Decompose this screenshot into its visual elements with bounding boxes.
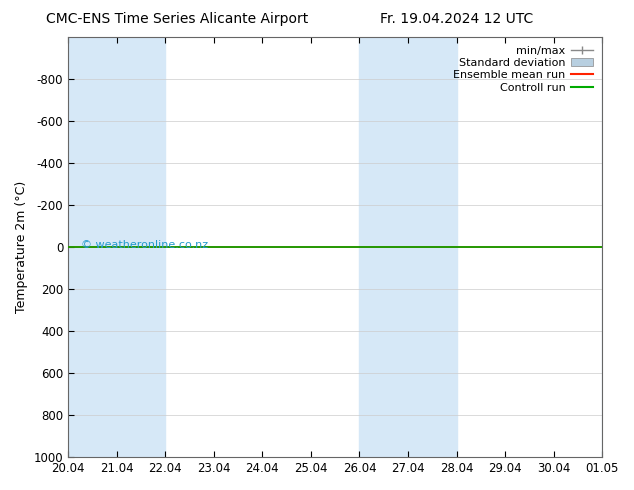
Text: CMC-ENS Time Series Alicante Airport: CMC-ENS Time Series Alicante Airport — [46, 12, 309, 26]
Bar — [359, 37, 456, 457]
Legend: min/max, Standard deviation, Ensemble mean run, Controll run: min/max, Standard deviation, Ensemble me… — [450, 43, 597, 96]
Y-axis label: Temperature 2m (°C): Temperature 2m (°C) — [15, 181, 28, 313]
Text: Fr. 19.04.2024 12 UTC: Fr. 19.04.2024 12 UTC — [380, 12, 533, 26]
Bar — [68, 37, 165, 457]
Bar — [602, 37, 634, 457]
Text: © weatheronline.co.nz: © weatheronline.co.nz — [81, 240, 209, 250]
